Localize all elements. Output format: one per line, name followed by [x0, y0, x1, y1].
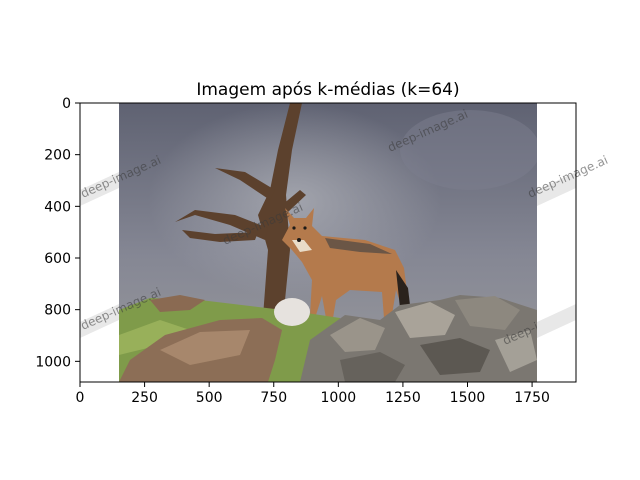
y-tick-label: 800: [44, 303, 71, 319]
x-tick-label: 1500: [450, 390, 486, 406]
y-tick-label: 600: [44, 251, 71, 267]
x-tick-label: 1000: [321, 390, 357, 406]
rocks: [150, 295, 537, 382]
axes-frame: [79, 102, 577, 383]
y-tick-label: 0: [62, 96, 71, 112]
x-axis: 0 250 500 750 1000 1250 1500 1750: [76, 382, 550, 406]
y-tick-label: 200: [44, 148, 71, 164]
x-tick-label: 500: [196, 390, 223, 406]
x-tick-label: 1750: [514, 390, 550, 406]
y-axis: 0 200 400 600 800 1000: [35, 96, 80, 370]
watermark: deep-image.ai: [526, 153, 610, 201]
x-tick-label: 1250: [385, 390, 421, 406]
photo: deep-image.ai deep-image.ai deep-image.a…: [119, 103, 537, 382]
x-tick-label: 250: [131, 390, 158, 406]
y-tick-label: 400: [44, 199, 71, 215]
x-tick-label: 0: [76, 390, 85, 406]
jackal: [282, 208, 410, 318]
chart-title: Imagem após k-médias (k=64): [196, 80, 459, 100]
y-tick-label: 1000: [35, 354, 71, 370]
x-tick-label: 750: [260, 390, 287, 406]
dead-tree: [175, 103, 306, 330]
foreground-blur: [119, 298, 310, 382]
